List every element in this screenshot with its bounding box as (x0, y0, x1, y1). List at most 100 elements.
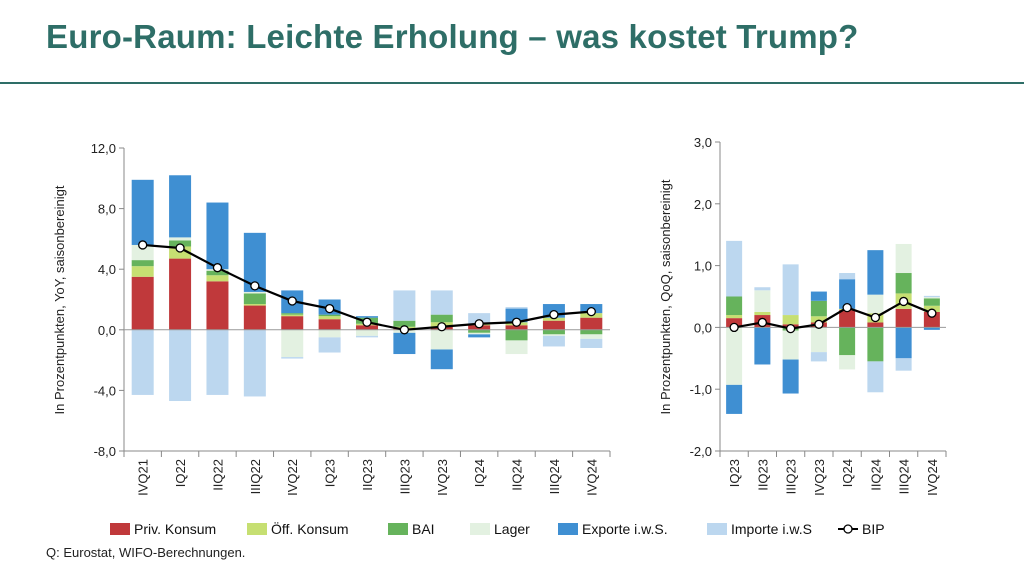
y-tick-label: 2,0 (694, 197, 712, 212)
bar-bai-IIQ24 (867, 327, 884, 362)
bar-importe-IVQ22 (281, 357, 304, 359)
bar-priv_konsum-IVQ24 (923, 311, 940, 328)
x-tick-label: IQ22 (173, 459, 188, 487)
bar-bai-IIIQ24 (895, 273, 912, 294)
bar-priv_konsum-IIIQ24 (542, 320, 565, 330)
y-axis-label: In Prozentpunkten, YoY, saisonbereinigt (52, 185, 67, 414)
source-note: Q: Eurostat, WIFO-Berechnungen. (46, 545, 246, 560)
x-tick-label: IQ23 (727, 459, 742, 487)
bar-priv_konsum-IIIQ22 (243, 305, 266, 330)
bar-priv_konsum-IQ24 (839, 310, 856, 328)
bar-importe-IQ24 (468, 313, 491, 324)
bar-bai-IIQ22 (206, 270, 229, 276)
bar-bai-IVQ23 (810, 300, 827, 317)
x-tick-label: IVQ24 (584, 459, 599, 496)
y-tick-label: -4,0 (94, 383, 116, 398)
bar-bai-IQ23 (318, 314, 341, 317)
bar-oeff_konsum-IQ23 (726, 315, 743, 319)
y-tick-label: -8,0 (94, 444, 116, 459)
bip-point-IVQ23 (437, 322, 447, 332)
bar-importe-IIIQ22 (243, 329, 266, 397)
bar-lager-IQ24 (839, 355, 856, 370)
bar-priv_konsum-IVQ21 (131, 276, 154, 330)
bar-priv_konsum-IQ22 (169, 258, 192, 330)
bar-bai-IIIQ24 (542, 329, 565, 335)
legend-swatch-lager (470, 523, 490, 535)
bar-priv_konsum-IQ23 (318, 319, 341, 330)
bar-importe-IIQ23 (754, 287, 771, 291)
bar-importe-IVQ24 (923, 295, 940, 298)
bar-importe-IIQ24 (505, 307, 528, 309)
bip-point-IIIQ24 (898, 296, 909, 307)
bar-priv_konsum-IIQ23 (356, 325, 378, 330)
bar-lager-IIQ23 (754, 290, 771, 312)
bar-bai-IVQ24 (580, 329, 603, 335)
bip-point-IIQ24 (870, 312, 881, 323)
bar-priv_konsum-IIQ22 (206, 281, 229, 330)
bip-point-IQ24 (474, 319, 484, 329)
bar-lager-IVQ24 (923, 297, 940, 299)
bar-exporte-IIQ24 (867, 250, 884, 295)
legend-swatch-oeff_konsum (247, 523, 267, 535)
x-tick-label: IVQ24 (925, 459, 940, 496)
x-tick-label: IQ24 (840, 459, 855, 487)
y-tick-label: 8,0 (98, 202, 116, 217)
legend-label: Priv. Konsum (134, 521, 216, 537)
x-tick-label: IIIQ23 (397, 459, 412, 494)
bip-point-IVQ22 (287, 296, 297, 306)
legend-label: Exporte i.w.S. (582, 521, 668, 537)
bip-point-IQ22 (175, 243, 185, 253)
bar-oeff_konsum-IIIQ22 (243, 304, 266, 306)
bar-lager-IQ23 (726, 327, 743, 385)
bip-point-IIQ22 (212, 263, 223, 273)
bar-bai-IIQ24 (505, 329, 528, 341)
bip-point-IIQ23 (362, 317, 372, 327)
bar-exporte-IQ23 (726, 384, 743, 414)
bar-exporte-IIQ22 (206, 202, 229, 270)
bar-oeff_konsum-IVQ21 (131, 266, 154, 277)
x-tick-label: IVQ23 (435, 459, 450, 496)
legend-bip-marker (843, 524, 853, 534)
x-tick-label: IQ23 (323, 459, 338, 487)
bar-lager-IQ23 (318, 329, 341, 338)
bar-importe-IIIQ23 (782, 264, 799, 316)
bar-lager-IIQ24 (505, 340, 528, 355)
y-tick-label: 12,0 (91, 141, 116, 156)
y-tick-label: -1,0 (690, 382, 712, 397)
bar-importe-IQ23 (318, 337, 341, 353)
bar-lager-IVQ21 (131, 244, 154, 261)
bar-priv_konsum-IVQ24 (580, 317, 603, 330)
bar-lager-IQ24 (468, 332, 491, 335)
bip-point-IVQ21 (138, 240, 148, 250)
bar-priv_konsum-IIIQ24 (895, 308, 912, 328)
x-tick-label: IIQ23 (755, 459, 770, 491)
bar-exporte-IVQ24 (923, 327, 940, 330)
x-tick-label: IIIQ22 (248, 459, 263, 494)
bip-point-IVQ24 (927, 308, 937, 318)
bar-importe-IIIQ24 (542, 335, 565, 347)
legend-label: Öff. Konsum (271, 520, 349, 537)
bip-point-IIIQ23 (399, 325, 410, 335)
bar-oeff_konsum-IIQ23 (754, 311, 771, 316)
bar-importe-IQ24 (839, 273, 856, 280)
bar-importe-IQ23 (726, 240, 743, 297)
bar-lager-IIIQ24 (542, 334, 565, 336)
y-tick-label: 4,0 (98, 262, 116, 277)
bar-exporte-IIIQ22 (243, 232, 266, 292)
bar-oeff_konsum-IQ23 (318, 316, 341, 320)
x-tick-label: IIQ23 (360, 459, 375, 491)
legend-swatch-exporte (558, 523, 578, 535)
bar-exporte-IIQ24 (505, 308, 528, 323)
bar-exporte-IIIQ24 (895, 327, 912, 359)
bar-priv_konsum-IVQ22 (281, 316, 304, 330)
y-tick-label: -2,0 (690, 444, 712, 459)
bar-lager-IIIQ22 (243, 291, 266, 294)
bar-lager-IVQ24 (580, 334, 603, 339)
bar-lager-IIQ23 (356, 329, 378, 336)
bip-point-IQ24 (842, 302, 852, 313)
bar-importe-IIQ23 (356, 335, 378, 338)
bar-exporte-IVQ23 (430, 349, 453, 370)
legend-label: BIP (862, 521, 885, 537)
x-tick-label: IIIQ24 (897, 459, 912, 494)
